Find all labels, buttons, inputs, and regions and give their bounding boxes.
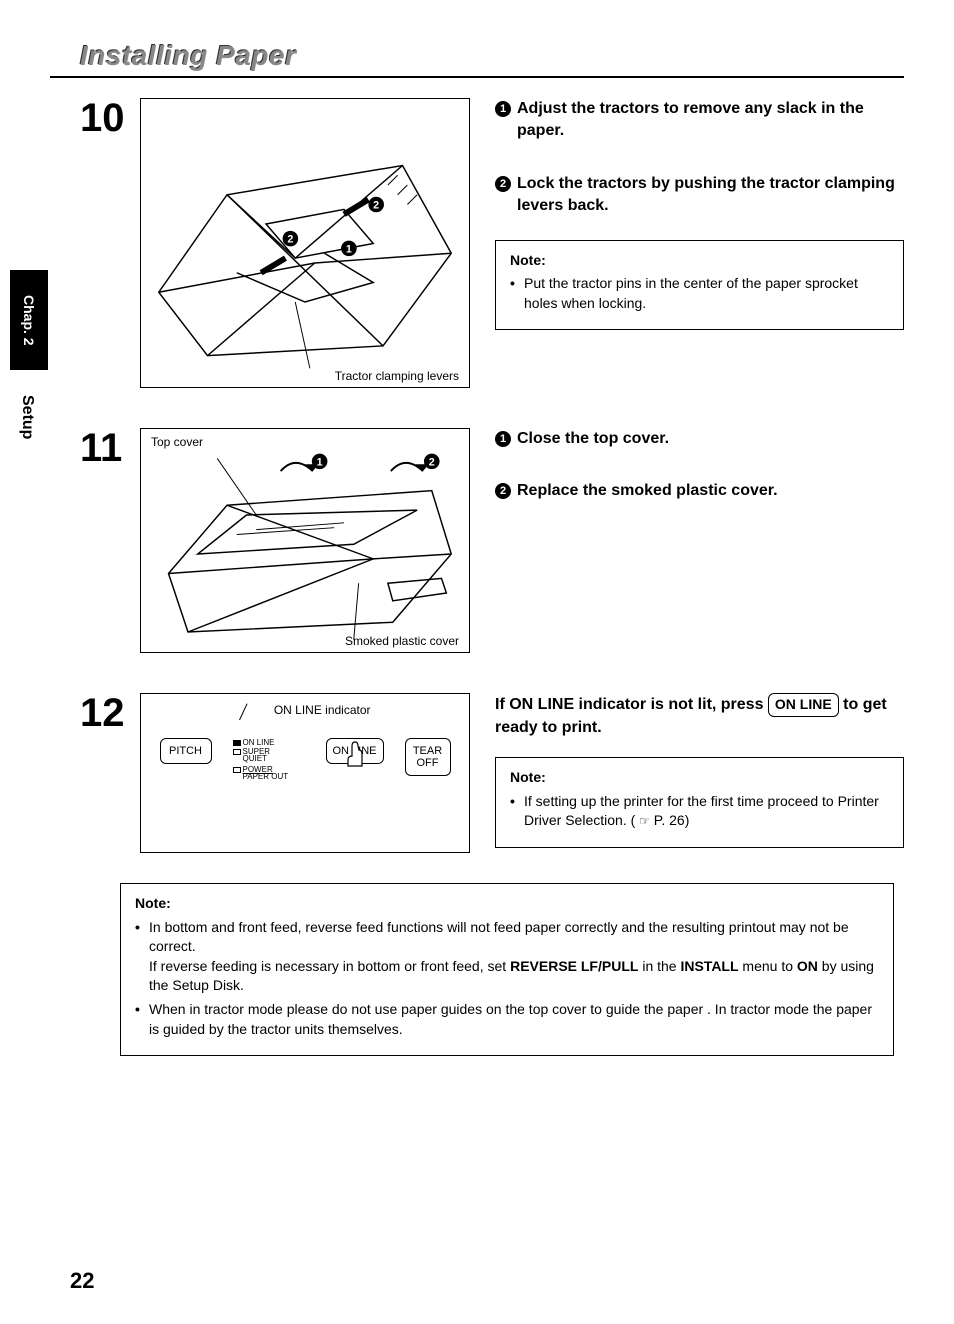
tearoff-button: TEAROFF [405, 738, 451, 776]
step-11-instructions: 1 Close the top cover. 2 Replace the smo… [495, 428, 904, 533]
instruction: 2 Replace the smoked plastic cover. [495, 480, 904, 502]
content-area: 10 1 2 2 [80, 98, 904, 1056]
instruction-text: Replace the smoked plastic cover. [517, 480, 778, 502]
instruction: 2 Lock the tractors by pushing the tract… [495, 173, 904, 218]
note-box: Note: Put the tractor pins in the center… [495, 240, 904, 331]
step-marker-icon: 1 [495, 101, 511, 117]
note-item: Put the tractor pins in the center of th… [510, 274, 889, 313]
step-12: 12 ON LINE indicator PITCH ON LINE SUPER… [80, 693, 904, 853]
step-number: 11 [80, 428, 140, 468]
bottom-note-box: Note: In bottom and front feed, reverse … [120, 883, 894, 1056]
figure-11-bottom-label: Smoked plastic cover [345, 634, 459, 648]
instruction-text: Adjust the tractors to remove any slack … [517, 98, 904, 143]
step-12-instructions: If ON LINE indicator is not lit, press O… [495, 693, 904, 848]
figure-10-caption: Tractor clamping levers [335, 369, 459, 383]
step-10: 10 1 2 2 [80, 98, 904, 388]
pitch-button: PITCH [160, 738, 212, 764]
svg-text:2: 2 [373, 199, 379, 211]
step-marker-icon: 1 [495, 431, 511, 447]
figure-12-indicator-label: ON LINE indicator [149, 702, 461, 720]
svg-text:2: 2 [429, 456, 435, 468]
note-item: If setting up the printer for the first … [510, 792, 889, 831]
figure-11: Top cover 1 [140, 428, 470, 653]
instruction-text: Lock the tractors by pushing the tractor… [517, 173, 904, 218]
step-number: 10 [80, 98, 140, 138]
svg-text:1: 1 [346, 243, 352, 255]
note-item: When in tractor mode please do not use p… [135, 1000, 879, 1039]
step-number: 12 [80, 693, 140, 733]
page-title: Installing Paper [80, 40, 904, 72]
figure-12: ON LINE indicator PITCH ON LINE SUPER QU… [140, 693, 470, 853]
figure-10: 1 2 2 Tractor clamping levers [140, 98, 470, 388]
led-indicators: ON LINE SUPER QUIET POWER PAPER OUT [233, 738, 305, 781]
step-11: 11 Top cover [80, 428, 904, 653]
page-number: 22 [70, 1268, 94, 1294]
step-10-instructions: 1 Adjust the tractors to remove any slac… [495, 98, 904, 330]
step-marker-icon: 2 [495, 176, 511, 192]
step-marker-icon: 2 [495, 483, 511, 499]
note-label: Note: [135, 894, 879, 914]
instruction: If ON LINE indicator is not lit, press O… [495, 693, 904, 739]
svg-text:1: 1 [317, 456, 323, 468]
figure-11-illustration: 1 2 [149, 437, 461, 647]
page-ref-icon: ☞ [639, 813, 650, 830]
note-box: Note: If setting up the printer for the … [495, 757, 904, 848]
instruction-text: Close the top cover. [517, 428, 669, 450]
note-item: In bottom and front feed, reverse feed f… [135, 918, 879, 996]
instruction: 1 Adjust the tractors to remove any slac… [495, 98, 904, 143]
instruction: 1 Close the top cover. [495, 428, 904, 450]
title-rule [50, 76, 904, 78]
chapter-tab: Chap. 2 [10, 270, 48, 370]
section-label: Setup [18, 395, 36, 439]
online-key-label: ON LINE [768, 693, 839, 717]
svg-text:2: 2 [287, 234, 293, 246]
figure-10-illustration: 1 2 2 [149, 107, 461, 380]
finger-press-icon [345, 740, 365, 768]
note-label: Note: [510, 251, 889, 271]
note-label: Note: [510, 768, 889, 788]
